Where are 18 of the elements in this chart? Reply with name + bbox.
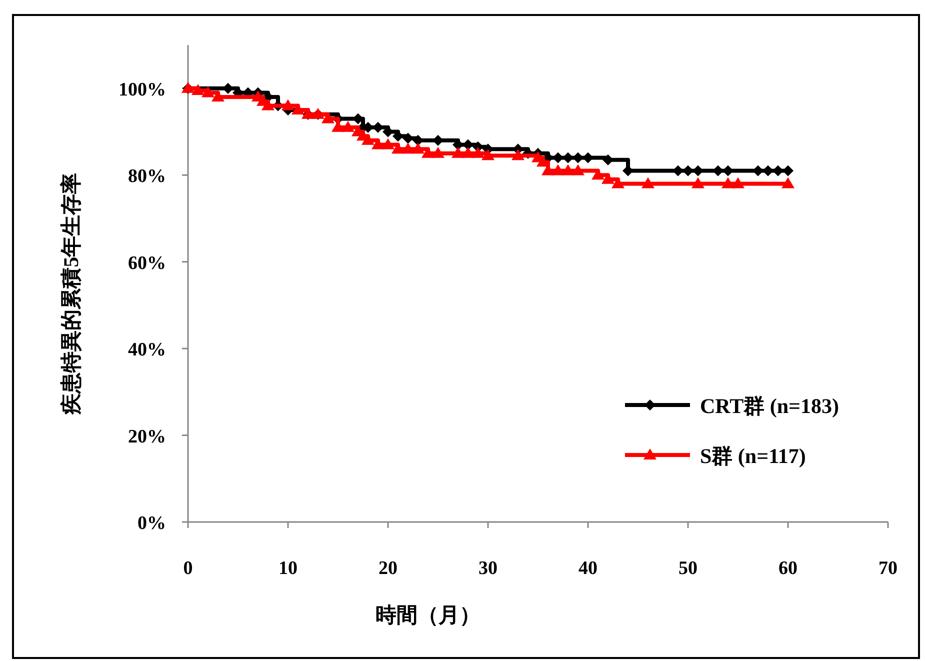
y-tick-label: 0% — [138, 513, 166, 534]
y-tick-label: 20% — [128, 426, 166, 448]
x-tick-label: 0 — [183, 558, 193, 579]
x-tick-label: 40 — [578, 558, 598, 579]
y-tick-label: 80% — [128, 166, 166, 188]
y-tick-label: 100% — [118, 79, 166, 100]
y-axis-title: 疾患特異的累積5年生存率 — [59, 172, 83, 416]
x-tick-label: 70 — [878, 558, 898, 579]
x-tick-label: 20 — [378, 558, 398, 579]
legend-label: S群 (n=117) — [700, 444, 806, 468]
x-tick-label: 60 — [778, 558, 798, 579]
y-tick-label: 60% — [128, 252, 166, 274]
x-axis-title: 時間（月） — [376, 603, 480, 627]
x-tick-label: 30 — [478, 558, 498, 579]
x-tick-label: 50 — [678, 558, 698, 579]
y-tick-label: 40% — [128, 340, 166, 361]
x-tick-label: 10 — [278, 558, 298, 579]
legend-label: CRT群 (n=183) — [700, 394, 839, 418]
